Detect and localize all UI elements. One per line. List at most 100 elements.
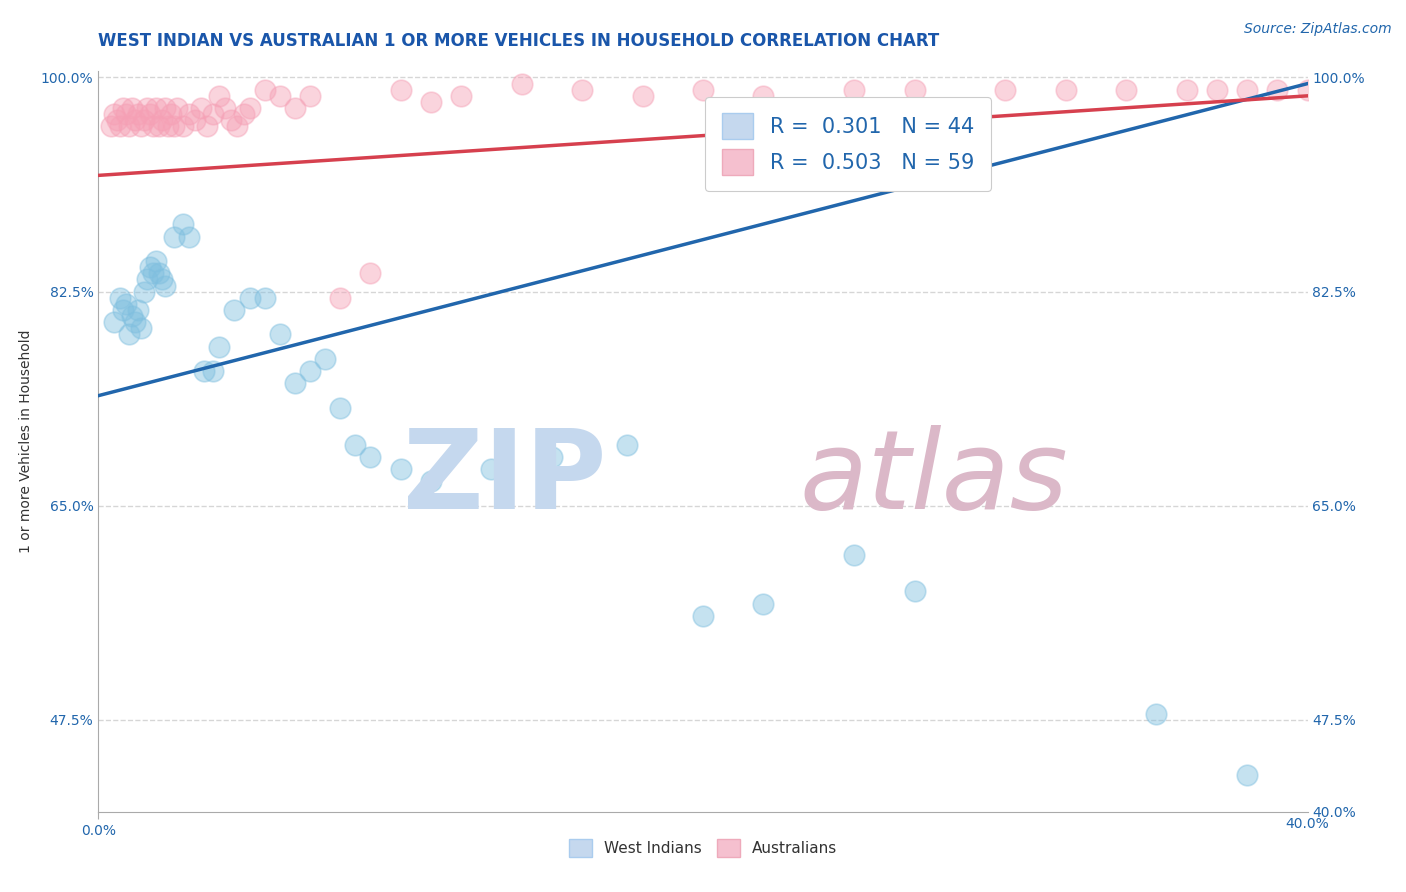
Point [111,303,134,318]
Point [284,376,307,391]
Point [752,88,775,103]
Point [571,83,593,97]
Point [208,88,231,103]
Point [127,303,149,318]
Point [142,266,165,280]
Point [904,83,927,97]
Point [190,101,212,115]
Point [1236,768,1258,782]
Point [1175,83,1198,97]
Point [132,113,155,128]
Point [105,113,128,128]
Point [314,351,336,366]
Y-axis label: 1 or more Vehicles in Household: 1 or more Vehicles in Household [18,330,32,553]
Point [172,217,194,231]
Point [179,107,201,121]
Point [118,327,141,342]
Point [103,107,125,121]
Point [540,450,562,464]
Point [202,107,225,121]
Point [844,548,866,562]
Point [139,260,162,275]
Point [124,113,146,128]
Point [160,107,183,121]
Point [153,101,176,115]
Point [121,309,143,323]
Point [145,101,167,115]
Point [148,120,170,134]
Point [224,303,246,318]
Point [139,107,162,121]
Point [221,113,243,128]
Point [121,101,143,115]
Point [389,462,412,476]
Text: WEST INDIAN VS AUSTRALIAN 1 OR MORE VEHICLES IN HOUSEHOLD CORRELATION CHART: WEST INDIAN VS AUSTRALIAN 1 OR MORE VEHI… [98,32,939,50]
Point [253,83,276,97]
Legend: West Indians, Australians: West Indians, Australians [562,832,844,863]
Point [163,120,186,134]
Point [145,254,167,268]
Point [129,321,152,335]
Point [1236,83,1258,97]
Point [510,77,533,91]
Point [299,88,322,103]
Point [108,291,131,305]
Point [269,88,291,103]
Point [202,364,225,378]
Point [193,364,215,378]
Point [118,120,141,134]
Point [127,107,149,121]
Point [389,83,412,97]
Point [481,462,503,476]
Point [208,340,231,354]
Point [129,120,152,134]
Point [1267,83,1289,97]
Point [135,272,157,286]
Point [344,437,367,451]
Point [1144,706,1167,721]
Point [1054,83,1077,97]
Point [329,401,352,415]
Point [1115,83,1137,97]
Point [111,101,134,115]
Point [135,101,157,115]
Point [114,107,136,121]
Point [844,83,866,97]
Point [420,475,443,489]
Point [150,272,173,286]
Point [124,315,146,329]
Point [329,291,352,305]
Point [153,278,176,293]
Point [450,88,472,103]
Point [239,291,262,305]
Point [114,297,136,311]
Point [752,597,775,611]
Point [214,101,236,115]
Point [103,315,125,329]
Point [1296,83,1319,97]
Point [156,120,179,134]
Point [631,88,654,103]
Point [253,291,276,305]
Point [269,327,291,342]
Point [150,113,173,128]
Text: ZIP: ZIP [404,425,606,532]
Point [166,101,188,115]
Point [195,120,218,134]
Point [148,266,170,280]
Point [226,120,249,134]
Point [239,101,262,115]
Point [994,83,1017,97]
Point [299,364,322,378]
Point [1206,83,1229,97]
Point [232,107,254,121]
Point [172,120,194,134]
Point [100,120,122,134]
Point [284,101,307,115]
Text: Source: ZipAtlas.com: Source: ZipAtlas.com [1244,22,1392,37]
Point [420,95,443,109]
Text: atlas: atlas [800,425,1069,532]
Point [360,450,382,464]
Point [692,608,714,623]
Point [163,229,186,244]
